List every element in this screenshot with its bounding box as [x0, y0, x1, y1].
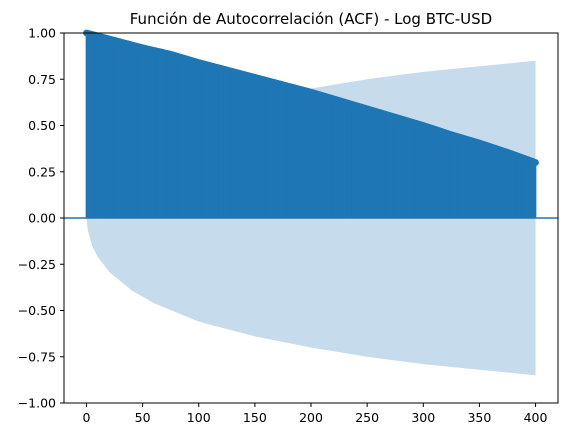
acf-point	[532, 159, 539, 166]
x-tick-label: 200	[299, 410, 323, 425]
x-tick-label: 250	[355, 410, 379, 425]
acf-markers	[83, 29, 539, 166]
y-tick-label: 0.25	[28, 164, 56, 179]
x-tick-label: 100	[187, 410, 211, 425]
chart-title: Función de Autocorrelación (ACF) - Log B…	[130, 10, 492, 28]
x-tick-label: 50	[135, 410, 151, 425]
y-tick-label: −0.25	[18, 257, 56, 272]
y-tick-label: 0.00	[28, 211, 56, 226]
y-tick-label: −1.00	[18, 396, 56, 411]
y-tick-label: −0.75	[18, 349, 56, 364]
x-tick-label: 400	[524, 410, 548, 425]
plot-area	[64, 29, 558, 376]
y-tick-label: 0.75	[28, 72, 56, 87]
x-tick-label: 0	[82, 410, 90, 425]
y-tick-label: −0.50	[18, 303, 56, 318]
y-tick-label: 1.00	[28, 26, 56, 41]
acf-stems	[85, 33, 537, 218]
x-tick-label: 150	[243, 410, 267, 425]
x-axis: 0 50 100 150 200 250 300 350 400	[82, 403, 548, 425]
x-tick-label: 350	[467, 410, 491, 425]
axes-frame	[63, 32, 559, 404]
y-tick-label: 0.50	[28, 118, 56, 133]
y-axis: 1.00 0.75 0.50 0.25 0.00 −0.25 −0.50 −0.75 −1.00	[18, 26, 64, 411]
x-tick-label: 300	[411, 410, 435, 425]
